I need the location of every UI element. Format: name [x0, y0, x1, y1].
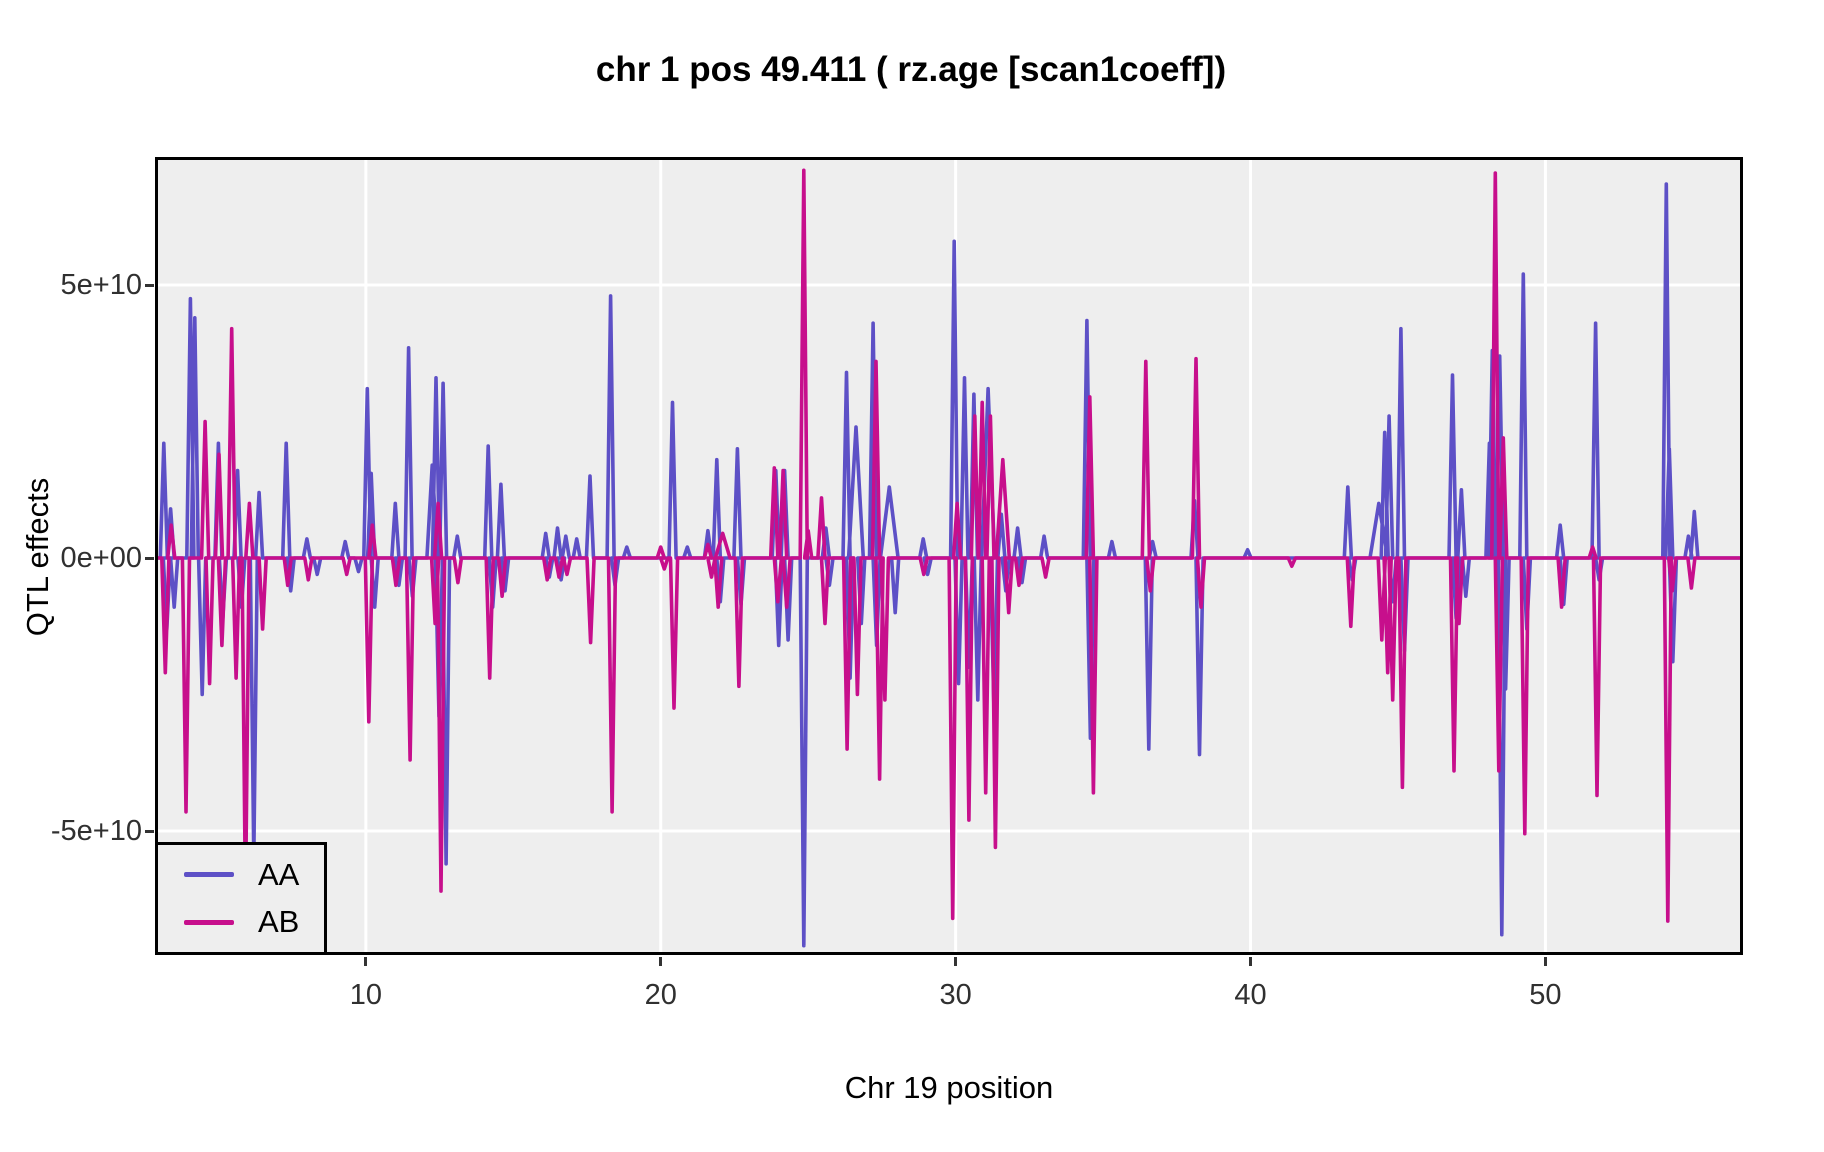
x-tick-label: 10: [349, 979, 382, 1011]
x-axis-title: Chr 19 position: [844, 1070, 1054, 1105]
y-tick-mark: [145, 283, 154, 287]
x-tick-label: 40: [1234, 979, 1267, 1011]
x-tick-mark: [1249, 957, 1253, 966]
legend-row-aa: AA: [158, 857, 324, 893]
y-tick-label: -5e+10: [50, 815, 142, 847]
x-tick-mark: [1543, 957, 1547, 966]
x-tick-mark: [954, 957, 958, 966]
x-tick-mark: [364, 957, 368, 966]
plot-area: [155, 157, 1743, 955]
x-tick-label: 50: [1529, 979, 1562, 1011]
ab-line-swatch: [184, 919, 234, 925]
legend-label-ab: AB: [258, 904, 300, 940]
y-tick-label: 0e+00: [60, 542, 142, 574]
series-line-aa: [155, 182, 1743, 948]
qtl-effects-plot: [155, 157, 1743, 955]
y-tick-mark: [145, 829, 154, 833]
x-tick-mark: [659, 957, 663, 966]
y-tick-mark: [145, 556, 154, 560]
aa-line-swatch: [184, 872, 234, 878]
chart-title: chr 1 pos 49.411 ( rz.age [scan1coeff]): [595, 50, 1227, 89]
legend: AA AB: [155, 842, 327, 955]
y-tick-label: 5e+10: [60, 269, 142, 301]
legend-row-ab: AB: [158, 904, 324, 940]
legend-label-aa: AA: [258, 856, 300, 892]
x-tick-label: 20: [644, 979, 677, 1011]
series-line-ab: [155, 168, 1743, 923]
x-tick-label: 30: [939, 979, 972, 1011]
panel-border: [155, 157, 1743, 955]
